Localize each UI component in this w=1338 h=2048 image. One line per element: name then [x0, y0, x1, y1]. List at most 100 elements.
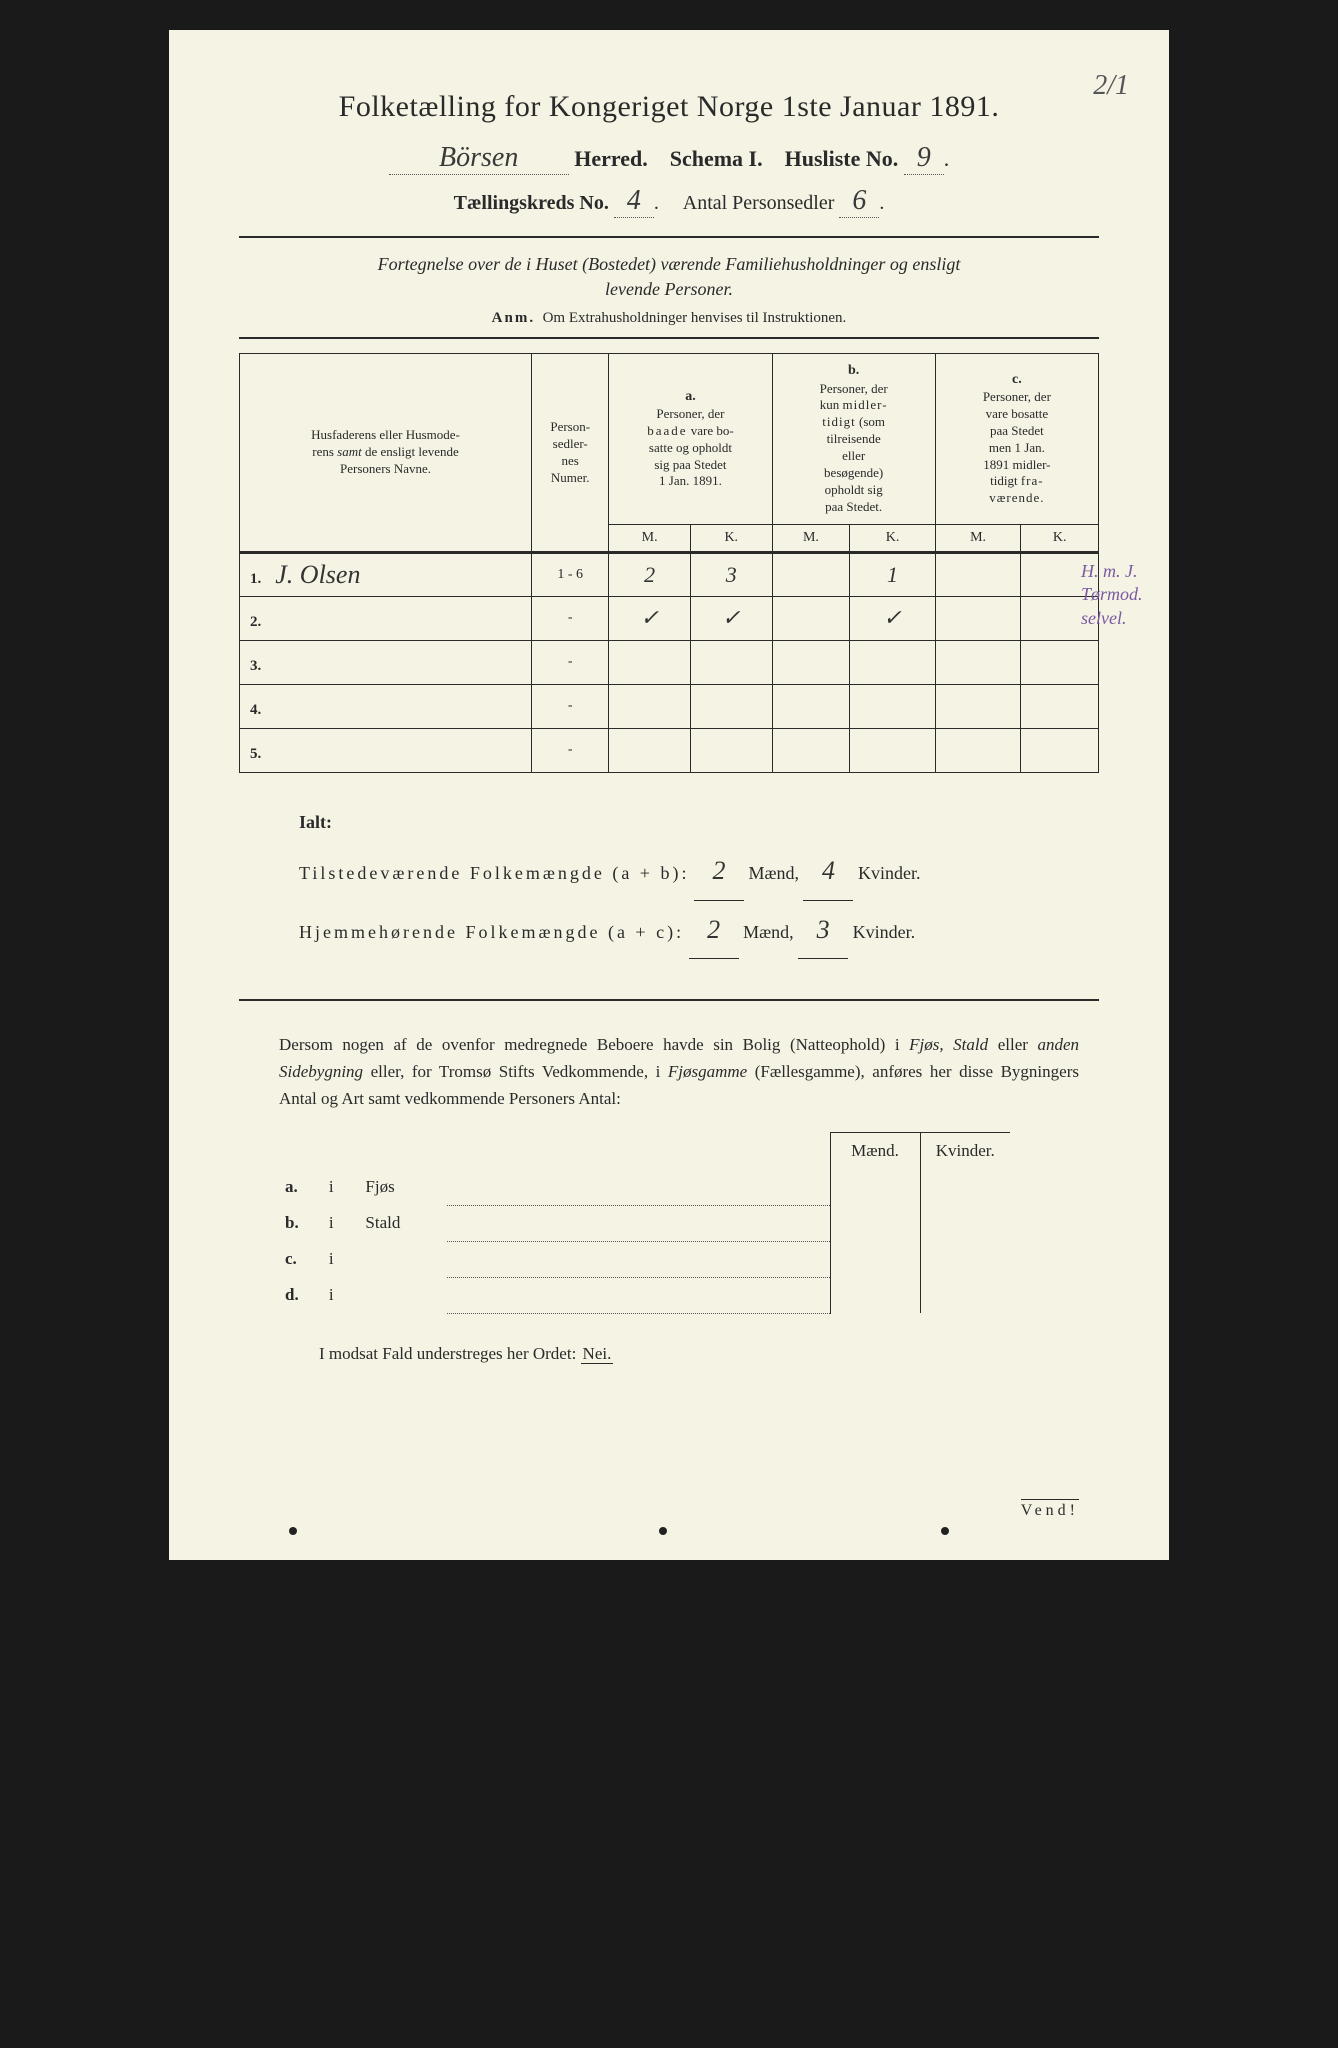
punch-hole — [659, 1527, 667, 1535]
row-fill — [447, 1169, 830, 1205]
page-title: Folketælling for Kongeriget Norge 1ste J… — [239, 90, 1099, 124]
modsat-line: I modsat Fald understreges her Ordet: Ne… — [319, 1344, 1099, 1364]
row-maend — [830, 1169, 920, 1205]
row-label — [359, 1277, 447, 1313]
row-bM — [772, 552, 850, 596]
row-bK: ✓ — [850, 596, 935, 640]
row-pnum: - — [532, 596, 609, 640]
herred-name: Börsen — [389, 142, 569, 175]
row-name-cell: 4. — [240, 684, 532, 728]
herred-line: Börsen Herred. Schema I. Husliste No. 9. — [239, 142, 1099, 175]
row-letter: b. — [279, 1205, 323, 1241]
row-label — [359, 1241, 447, 1277]
divider — [239, 999, 1099, 1001]
row-name-cell: 2. — [240, 596, 532, 640]
punch-hole — [289, 1527, 297, 1535]
row-bM — [772, 728, 850, 772]
line2-label: Hjemmehørende Folkemængde (a + c): — [299, 922, 684, 942]
col-b-letter: b. — [777, 362, 931, 380]
row-cK — [1021, 640, 1099, 684]
row-cM — [935, 640, 1021, 684]
section-desc-1: Fortegnelse over de i Huset (Bostedet) v… — [378, 254, 961, 274]
building-row: c. i — [279, 1241, 1010, 1277]
row-label: Fjøs — [359, 1169, 447, 1205]
row-fill — [447, 1241, 830, 1277]
kreds-line: Tællingskreds No. 4. Antal Personsedler … — [239, 185, 1099, 218]
row-kvinder — [920, 1277, 1010, 1313]
row-bK — [850, 684, 935, 728]
line2-m: 2 — [689, 901, 739, 959]
row-aK: ✓ — [690, 596, 772, 640]
row-kvinder — [920, 1169, 1010, 1205]
annotation-line: Anm. Om Extrahusholdninger henvises til … — [239, 310, 1099, 327]
nei-word: Nei. — [581, 1344, 614, 1364]
kreds-label: Tællingskreds No. — [454, 192, 609, 214]
row-pnum: - — [532, 640, 609, 684]
row-i: i — [323, 1169, 360, 1205]
row-maend — [830, 1277, 920, 1313]
totals-line-2: Hjemmehørende Folkemængde (a + c): 2 Mæn… — [299, 901, 1059, 959]
line1-label: Tilstedeværende Folkemængde (a + b): — [299, 863, 689, 883]
husliste-no: 9 — [904, 142, 944, 175]
anm-text: Om Extrahusholdninger henvises til Instr… — [543, 310, 847, 326]
col-pnum-header: Person-sedler-nesNumer. — [532, 354, 609, 553]
col-c-m: M. — [935, 524, 1021, 552]
col-c-letter: c. — [940, 371, 1094, 389]
col-a-letter: a. — [613, 388, 767, 406]
row-aM: 2 — [609, 552, 691, 596]
schema-label: Schema I. — [670, 146, 763, 171]
herred-label: Herred. — [574, 146, 648, 171]
punch-hole — [941, 1527, 949, 1535]
table-row: 2. - ✓ ✓ ✓ — [240, 596, 1099, 640]
bottom-kvinder-header: Kvinder. — [920, 1133, 1010, 1170]
col-b-m: M. — [772, 524, 850, 552]
table-row: 1. J. Olsen 1 - 6 2 3 1 — [240, 552, 1099, 596]
row-pnum: 1 - 6 — [532, 552, 609, 596]
kvinder-label: Kvinder. — [858, 863, 921, 883]
row-kvinder — [920, 1205, 1010, 1241]
row-aM — [609, 640, 691, 684]
row-bK: 1 — [850, 552, 935, 596]
row-name-cell: 1. J. Olsen — [240, 552, 532, 596]
row-bM — [772, 684, 850, 728]
margin-note: H. m. J. Tørmod. selvel. — [1081, 560, 1151, 630]
divider — [239, 236, 1099, 238]
row-i: i — [323, 1277, 360, 1313]
row-maend — [830, 1205, 920, 1241]
totals-block: Ialt: Tilstedeværende Folkemængde (a + b… — [299, 803, 1059, 959]
row-aK: 3 — [690, 552, 772, 596]
row-aK — [690, 684, 772, 728]
modsat-text: I modsat Fald understreges her Ordet: — [319, 1344, 576, 1363]
row-label: Stald — [359, 1205, 447, 1241]
row-letter: d. — [279, 1277, 323, 1313]
table-row: 3. - — [240, 640, 1099, 684]
maend-label: Mænd, — [743, 922, 794, 942]
line1-k: 4 — [803, 842, 853, 900]
table-row: 4. - — [240, 684, 1099, 728]
line2-k: 3 — [798, 901, 848, 959]
section-description: Fortegnelse over de i Huset (Bostedet) v… — [239, 252, 1099, 302]
kvinder-label: Kvinder. — [853, 922, 916, 942]
row-bK — [850, 728, 935, 772]
col-b-header: b. Personer, derkun midler-tidigt (somti… — [772, 354, 935, 524]
row-pnum: - — [532, 684, 609, 728]
row-cK — [1021, 684, 1099, 728]
col-name-header: Husfaderens eller Husmode-rens samt de e… — [240, 354, 532, 553]
line1-m: 2 — [694, 842, 744, 900]
row-aK — [690, 640, 772, 684]
row-aM — [609, 684, 691, 728]
row-letter: c. — [279, 1241, 323, 1277]
col-b-k: K. — [850, 524, 935, 552]
building-row: d. i — [279, 1277, 1010, 1313]
ialt-label: Ialt: — [299, 803, 1059, 843]
col-a-m: M. — [609, 524, 691, 552]
household-table: Husfaderens eller Husmode-rens samt de e… — [239, 353, 1099, 773]
row-cM — [935, 596, 1021, 640]
divider — [239, 337, 1099, 339]
census-form-page: 2/1 Folketælling for Kongeriget Norge 1s… — [169, 30, 1169, 1560]
maend-label: Mænd, — [748, 863, 799, 883]
row-aK — [690, 728, 772, 772]
row-kvinder — [920, 1241, 1010, 1277]
row-cM — [935, 728, 1021, 772]
row-name-cell: 5. — [240, 728, 532, 772]
